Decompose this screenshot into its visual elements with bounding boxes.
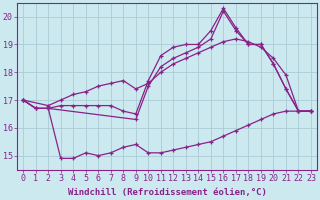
- X-axis label: Windchill (Refroidissement éolien,°C): Windchill (Refroidissement éolien,°C): [68, 188, 267, 197]
